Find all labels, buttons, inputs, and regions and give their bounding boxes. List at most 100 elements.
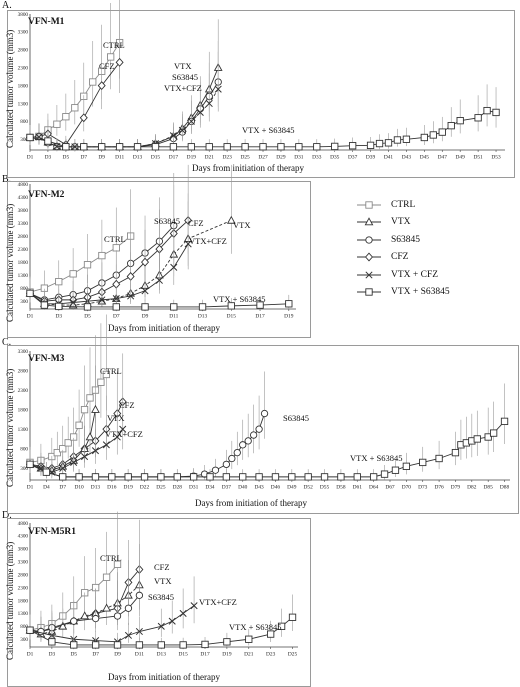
data-point bbox=[206, 473, 214, 481]
x-tick-label: D7 bbox=[59, 485, 66, 491]
data-point bbox=[260, 409, 269, 418]
data-point bbox=[259, 143, 267, 151]
data-point bbox=[70, 458, 78, 466]
x-tick-label: D34 bbox=[205, 485, 215, 491]
y-tick-label: 1300 bbox=[18, 101, 29, 107]
x-tick-label: D15 bbox=[151, 155, 161, 161]
panel-d-frame bbox=[7, 518, 311, 687]
x-tick-label: D13 bbox=[133, 155, 143, 161]
legend-label: VTX bbox=[391, 217, 411, 228]
x-tick-label: D41 bbox=[384, 155, 394, 161]
data-point bbox=[178, 126, 186, 134]
data-point bbox=[40, 301, 49, 309]
x-tick-label: D58 bbox=[336, 485, 346, 491]
panel-b-title: VFN-M2 bbox=[28, 190, 65, 200]
data-point bbox=[71, 104, 79, 112]
x-tick-label: D79 bbox=[451, 485, 461, 491]
panel-chart: 300 800 1300 1800 2300 2800 3300 3800 4300 4800 D1… bbox=[18, 164, 296, 320]
x-tick-label: D28 bbox=[173, 485, 183, 491]
data-point bbox=[85, 432, 95, 441]
x-tick-label: D27 bbox=[258, 155, 268, 161]
legend-label: CFZ bbox=[391, 252, 409, 263]
data-point bbox=[79, 113, 88, 123]
x-tick-label: D46 bbox=[271, 485, 281, 491]
x-tick-label: D35 bbox=[330, 155, 340, 161]
series-annotation: S63845 bbox=[154, 216, 180, 226]
data-point bbox=[48, 638, 56, 646]
y-tick-label: 300 bbox=[20, 637, 28, 643]
x-tick-label: D13 bbox=[198, 314, 208, 320]
legend-symbol bbox=[357, 236, 381, 244]
x-tick-label: D43 bbox=[254, 485, 264, 491]
data-point bbox=[113, 641, 122, 649]
legend-item: CTRL bbox=[357, 196, 450, 214]
y-tick-label: 300 bbox=[20, 299, 28, 305]
x-tick-label: D9 bbox=[142, 314, 149, 320]
x-tick-label: D47 bbox=[438, 155, 448, 161]
x-tick-label: D33 bbox=[312, 155, 322, 161]
data-point bbox=[75, 421, 83, 429]
data-point bbox=[75, 473, 83, 481]
legend-symbol bbox=[357, 217, 381, 226]
data-point bbox=[80, 405, 89, 414]
data-point bbox=[26, 133, 34, 142]
data-point bbox=[151, 143, 160, 151]
data-point bbox=[500, 417, 509, 426]
data-point bbox=[107, 53, 115, 61]
series-annotation: VTX + S63845 bbox=[213, 294, 266, 304]
data-point bbox=[113, 612, 122, 620]
x-tick-label: D7 bbox=[113, 314, 120, 320]
data-point bbox=[55, 302, 63, 311]
y-tick-label: 4800 bbox=[18, 521, 29, 527]
x-tick-label: D15 bbox=[178, 652, 188, 658]
data-point bbox=[196, 108, 204, 116]
data-point bbox=[474, 114, 482, 122]
data-point bbox=[124, 604, 133, 612]
data-point bbox=[447, 122, 455, 130]
data-point bbox=[255, 425, 263, 433]
data-point bbox=[80, 143, 88, 151]
legend-marker bbox=[365, 201, 373, 209]
x-tick-label: D1 bbox=[27, 155, 34, 161]
y-tick-label: 1300 bbox=[18, 611, 29, 617]
data-point bbox=[173, 473, 181, 481]
data-point bbox=[239, 441, 247, 449]
data-point bbox=[438, 128, 446, 136]
data-point bbox=[141, 257, 150, 267]
y-tick-label: 4300 bbox=[18, 534, 29, 540]
x-tick-label: D3 bbox=[45, 155, 52, 161]
panel-d-title: VFN-M5R1 bbox=[28, 527, 77, 537]
legend-symbol bbox=[357, 271, 381, 279]
data-point bbox=[169, 132, 177, 140]
data-point bbox=[157, 622, 165, 630]
x-tick-label: D40 bbox=[238, 485, 248, 491]
legend-item: S63845 bbox=[357, 231, 450, 249]
data-point bbox=[55, 278, 63, 286]
data-point bbox=[112, 244, 120, 252]
series-line bbox=[29, 421, 505, 478]
data-point bbox=[53, 120, 61, 128]
data-point bbox=[402, 135, 411, 143]
data-point bbox=[97, 81, 106, 91]
y-tick-label: 1800 bbox=[18, 260, 29, 266]
data-point bbox=[112, 303, 120, 311]
x-tick-label: D31 bbox=[189, 485, 199, 491]
data-point bbox=[44, 137, 52, 145]
data-point bbox=[304, 473, 312, 481]
x-tick-label: D37 bbox=[348, 155, 358, 161]
x-tick-label: D67 bbox=[385, 485, 395, 491]
data-point bbox=[140, 473, 149, 481]
x-tick-label: D13 bbox=[157, 652, 167, 658]
data-point bbox=[189, 473, 198, 481]
data-point bbox=[42, 468, 51, 476]
data-point bbox=[277, 143, 285, 151]
data-point bbox=[80, 611, 90, 620]
panel-a-letter: A. bbox=[2, 0, 12, 11]
legend: CTRL VTX S63845 CFZ VTX + CFZ VTX + S638… bbox=[357, 196, 450, 301]
y-tick-label: 3800 bbox=[18, 208, 29, 214]
series-line bbox=[29, 220, 189, 302]
x-tick-label: D29 bbox=[276, 155, 286, 161]
y-tick-label: 3300 bbox=[18, 349, 29, 355]
x-tick-label: D25 bbox=[156, 485, 166, 491]
